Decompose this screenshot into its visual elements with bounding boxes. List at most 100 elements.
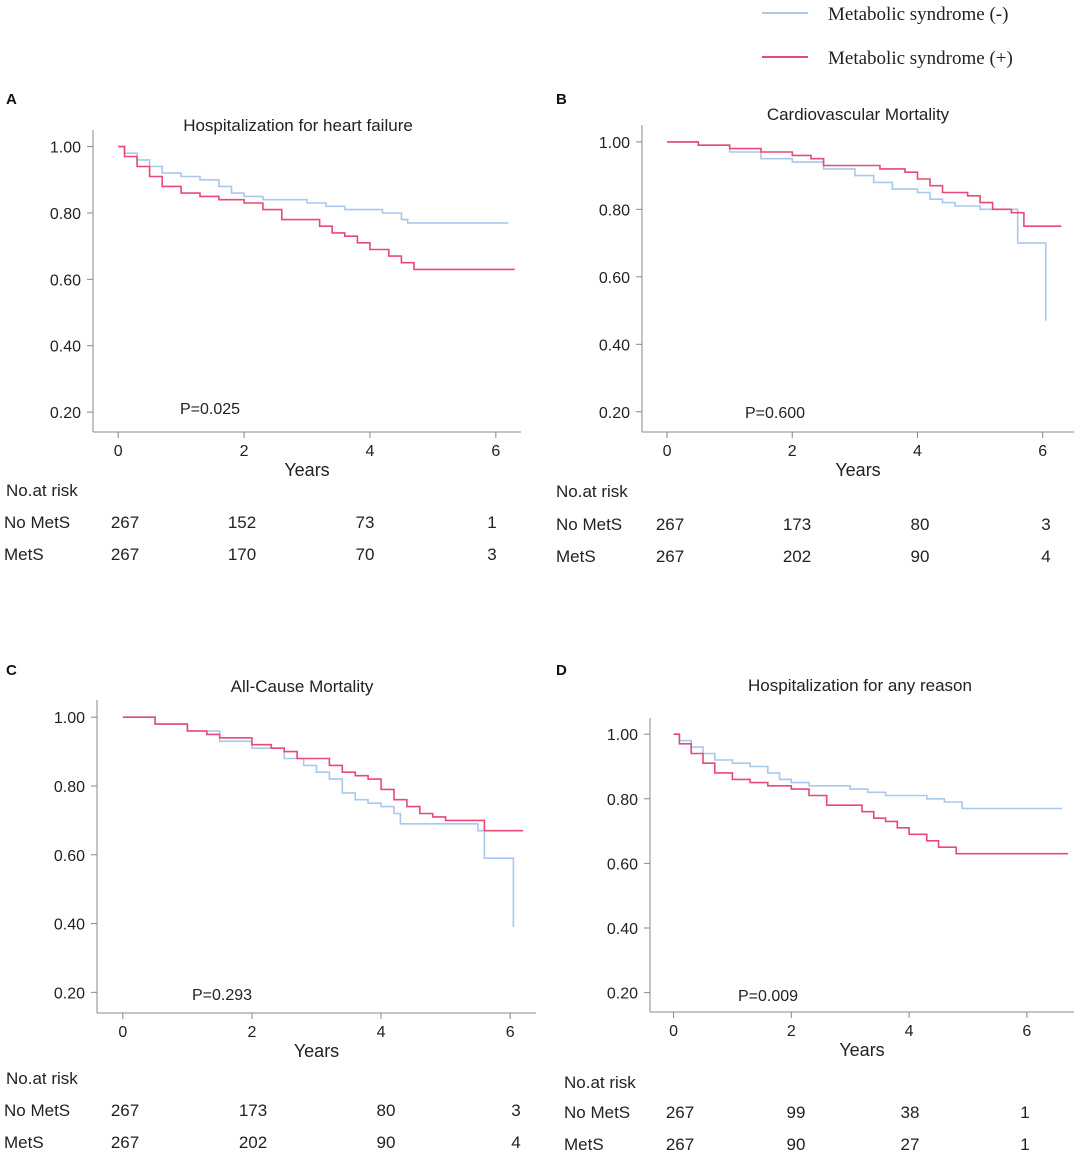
panel-b: B Cardiovascular Mortality 0.20 0.40 0.60 0.8… <box>556 91 1074 566</box>
risk-count: 202 <box>783 547 811 566</box>
y-tick-label: 1.00 <box>54 710 85 727</box>
series-line-mets-negative <box>667 141 1047 321</box>
y-tick-label: 0.40 <box>50 339 81 356</box>
p-value: P=0.009 <box>738 988 798 1005</box>
risk-table-header: No.at risk <box>6 1069 78 1088</box>
x-tick-label: 0 <box>114 443 123 460</box>
risk-count: 99 <box>787 1103 806 1122</box>
risk-count: 80 <box>377 1101 396 1120</box>
y-tick-label: 0.60 <box>54 848 85 865</box>
y-tick-label: 0.40 <box>599 337 630 354</box>
x-tick-label: 4 <box>905 1023 914 1040</box>
y-tick-label: 0.20 <box>50 405 81 422</box>
x-tick-label: 4 <box>913 443 922 460</box>
x-tick-label: 2 <box>247 1024 256 1041</box>
panel-letter: A <box>6 91 17 108</box>
risk-table-header: No.at risk <box>556 482 628 501</box>
x-tick-label: 0 <box>118 1024 127 1041</box>
series-line-mets-negative <box>122 716 515 927</box>
risk-count: 173 <box>783 515 811 534</box>
risk-count: 1 <box>1020 1103 1029 1122</box>
x-tick-label: 4 <box>377 1024 386 1041</box>
risk-count: 90 <box>911 547 930 566</box>
y-tick-label: 1.00 <box>599 135 630 152</box>
risk-count: 267 <box>111 1101 139 1120</box>
risk-row-label: MetS <box>556 547 596 566</box>
panel-c: C All-Cause Mortality 0.20 0.40 0.60 0.80 1.00… <box>4 662 536 1152</box>
panels: A Hospitalization for heart failure 0.20 0.… <box>4 91 1074 1154</box>
panel-a: A Hospitalization for heart failure 0.20 0.… <box>4 91 521 564</box>
y-tick-label: 0.60 <box>607 856 638 873</box>
y-tick-label: 0.40 <box>607 921 638 938</box>
risk-count: 202 <box>239 1133 267 1152</box>
risk-count: 267 <box>111 545 139 564</box>
risk-count: 38 <box>901 1103 920 1122</box>
risk-count: 173 <box>239 1101 267 1120</box>
risk-row-label: No MetS <box>564 1103 630 1122</box>
x-axis-title: Years <box>835 460 880 480</box>
risk-count: 267 <box>656 547 684 566</box>
risk-count: 1 <box>487 513 496 532</box>
series-line-mets-negative <box>673 733 1063 810</box>
panel-letter: B <box>556 91 567 108</box>
x-axis-title: Years <box>294 1041 339 1061</box>
panel-d: D Hospitalization for any reason 0.20 0.40 0… <box>556 662 1074 1154</box>
y-tick-label: 0.80 <box>54 779 85 796</box>
x-axis-title: Years <box>284 460 329 480</box>
x-tick-label: 2 <box>240 443 249 460</box>
series-line-mets-positive <box>122 716 524 832</box>
x-axis-title: Years <box>839 1040 884 1060</box>
risk-count: 267 <box>666 1135 694 1154</box>
panel-letter: C <box>6 662 17 679</box>
risk-count: 90 <box>377 1133 396 1152</box>
y-tick-label: 0.20 <box>599 405 630 422</box>
panel-title: Cardiovascular Mortality <box>767 105 950 124</box>
risk-count: 267 <box>666 1103 694 1122</box>
risk-table-header: No.at risk <box>564 1073 636 1092</box>
risk-count: 73 <box>356 513 375 532</box>
y-tick-label: 0.60 <box>599 270 630 287</box>
risk-count: 80 <box>911 515 930 534</box>
series-line-mets-positive <box>118 145 515 271</box>
x-tick-label: 2 <box>788 443 797 460</box>
x-tick-label: 6 <box>1038 443 1047 460</box>
legend-label-2: Metabolic syndrome (+) <box>828 48 1013 69</box>
x-tick-label: 4 <box>365 443 374 460</box>
risk-count: 1 <box>1020 1135 1029 1154</box>
y-tick-label: 1.00 <box>607 727 638 744</box>
y-tick-label: 0.20 <box>607 986 638 1003</box>
risk-row-label: MetS <box>4 1133 44 1152</box>
p-value: P=0.600 <box>745 405 805 422</box>
risk-table-header: No.at risk <box>6 481 78 500</box>
x-tick-label: 6 <box>506 1024 515 1041</box>
risk-row-label: No MetS <box>4 1101 70 1120</box>
risk-row-label: MetS <box>4 545 44 564</box>
series-line-mets-positive <box>673 733 1069 855</box>
x-tick-label: 6 <box>491 443 500 460</box>
panel-title: Hospitalization for any reason <box>748 676 972 695</box>
risk-row-label: No MetS <box>4 513 70 532</box>
series-line-mets-negative <box>118 145 509 224</box>
risk-count: 3 <box>487 545 496 564</box>
x-tick-label: 6 <box>1022 1023 1031 1040</box>
y-tick-label: 0.60 <box>50 272 81 289</box>
risk-count: 267 <box>111 1133 139 1152</box>
risk-count: 152 <box>228 513 256 532</box>
legend-label-1: Metabolic syndrome (-) <box>828 4 1008 25</box>
x-tick-label: 2 <box>787 1023 796 1040</box>
risk-row-label: MetS <box>564 1135 604 1154</box>
risk-count: 4 <box>1041 547 1050 566</box>
risk-count: 70 <box>356 545 375 564</box>
legend: Metabolic syndrome (-) Metabolic syndrome… <box>762 4 1013 69</box>
risk-count: 3 <box>511 1101 520 1120</box>
panel-title: All-Cause Mortality <box>231 677 374 696</box>
y-tick-label: 0.40 <box>54 917 85 934</box>
risk-count: 267 <box>656 515 684 534</box>
panel-letter: D <box>556 662 567 679</box>
risk-row-label: No MetS <box>556 515 622 534</box>
y-tick-label: 0.80 <box>607 792 638 809</box>
risk-count: 267 <box>111 513 139 532</box>
series-line-mets-positive <box>667 141 1062 227</box>
p-value: P=0.293 <box>192 987 252 1004</box>
